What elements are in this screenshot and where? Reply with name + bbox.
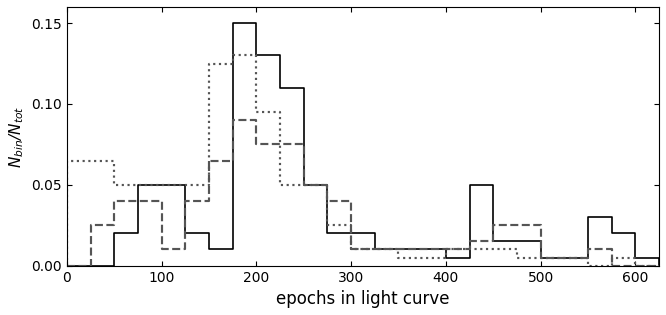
- Y-axis label: N$_{bin}$/N$_{tot}$: N$_{bin}$/N$_{tot}$: [7, 105, 26, 168]
- X-axis label: epochs in light curve: epochs in light curve: [276, 290, 450, 308]
